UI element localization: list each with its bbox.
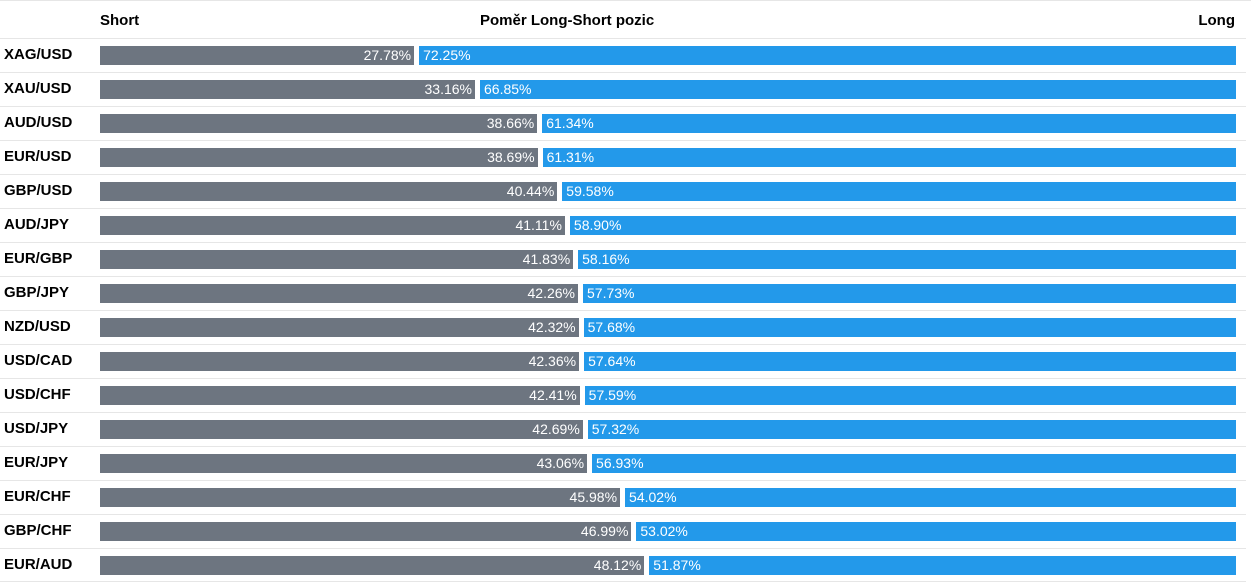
category-label: EUR/CHF: [4, 488, 71, 505]
short-bar: 42.32%: [100, 318, 579, 337]
chart-row: EUR/USD 38.69% 61.31%: [0, 140, 1246, 174]
long-header: Long: [1198, 12, 1235, 29]
category-label: NZD/USD: [4, 318, 71, 335]
chart-row: GBP/JPY 42.26% 57.73%: [0, 276, 1246, 310]
long-bar: 57.64%: [584, 352, 1236, 371]
long-bar: 57.32%: [587, 420, 1236, 439]
short-bar: 42.41%: [100, 386, 580, 405]
chart-row: AUD/JPY 41.11% 58.90%: [0, 208, 1246, 242]
long-bar: 57.59%: [584, 386, 1236, 405]
category-label: EUR/GBP: [4, 250, 73, 267]
short-header: Short: [100, 12, 140, 29]
category-label: AUD/USD: [4, 114, 73, 131]
short-bar: 33.16%: [100, 80, 475, 99]
short-bar: 41.83%: [100, 250, 574, 269]
short-bar: 42.69%: [100, 420, 583, 439]
category-label: XAG/USD: [4, 46, 73, 63]
category-label: GBP/CHF: [4, 522, 72, 539]
chart-row: GBP/USD 40.44% 59.58%: [0, 174, 1246, 208]
chart-row: XAG/USD 27.78% 72.25%: [0, 38, 1246, 72]
chart-row: AUD/USD 38.66% 61.34%: [0, 106, 1246, 140]
chart-row: USD/CAD 42.36% 57.64%: [0, 344, 1246, 378]
short-bar: 41.11%: [100, 216, 565, 235]
chart-row: GBP/CHF 46.99% 53.02%: [0, 514, 1246, 548]
category-label: USD/CHF: [4, 386, 71, 403]
long-bar: 57.68%: [583, 318, 1236, 337]
category-label: USD/CAD: [4, 352, 73, 369]
chart-row: EUR/CHF 45.98% 54.02%: [0, 480, 1246, 514]
long-bar: 53.02%: [636, 522, 1236, 541]
long-bar: 61.34%: [542, 114, 1236, 133]
chart-row: USD/JPY 42.69% 57.32%: [0, 412, 1246, 446]
category-label: XAU/USD: [4, 80, 72, 97]
long-bar: 54.02%: [625, 488, 1236, 507]
short-bar: 45.98%: [100, 488, 621, 507]
short-bar: 42.26%: [100, 284, 578, 303]
chart-rows: XAG/USD 27.78% 72.25% XAU/USD 33.16% 66.85% AU…: [0, 38, 1246, 582]
category-label: EUR/AUD: [4, 556, 73, 573]
chart-row: NZD/USD 42.32% 57.68%: [0, 310, 1246, 344]
long-bar: 58.90%: [569, 216, 1236, 235]
chart-title: Poměr Long-Short pozic: [480, 12, 655, 29]
short-bar: 48.12%: [100, 556, 645, 575]
short-bar: 27.78%: [100, 46, 415, 65]
short-bar: 42.36%: [100, 352, 580, 371]
category-label: EUR/USD: [4, 148, 72, 165]
category-label: GBP/USD: [4, 182, 73, 199]
short-bar: 38.66%: [100, 114, 538, 133]
long-bar: 66.85%: [480, 80, 1236, 99]
chart-row: EUR/AUD 48.12% 51.87%: [0, 548, 1246, 582]
long-bar: 59.58%: [562, 182, 1236, 201]
chart-row: EUR/JPY 43.06% 56.93%: [0, 446, 1246, 480]
chart-row: XAU/USD 33.16% 66.85%: [0, 72, 1246, 106]
long-bar: 51.87%: [649, 556, 1236, 575]
short-bar: 46.99%: [100, 522, 632, 541]
category-label: GBP/JPY: [4, 284, 70, 301]
category-label: AUD/JPY: [4, 216, 70, 233]
category-label: USD/JPY: [4, 420, 69, 437]
long-bar: 58.16%: [578, 250, 1236, 269]
long-bar: 61.31%: [542, 148, 1236, 167]
long-bar: 57.73%: [583, 284, 1236, 303]
long-bar: 56.93%: [592, 454, 1236, 473]
short-bar: 43.06%: [100, 454, 588, 473]
short-bar: 40.44%: [100, 182, 558, 201]
category-label: EUR/JPY: [4, 454, 69, 471]
chart-row: EUR/GBP 41.83% 58.16%: [0, 242, 1246, 276]
short-bar: 38.69%: [100, 148, 538, 167]
long-bar: 72.25%: [419, 46, 1236, 65]
chart-row: USD/CHF 42.41% 57.59%: [0, 378, 1246, 412]
